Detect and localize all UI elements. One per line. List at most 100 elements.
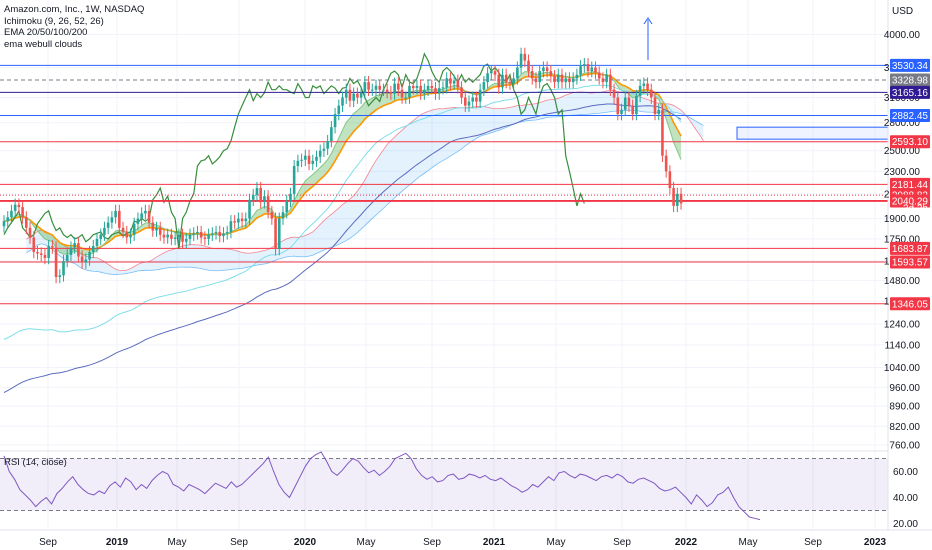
indicator-ichimoku[interactable]: Ichimoku (9, 26, 52, 26): [4, 15, 104, 27]
candle-body: [177, 234, 181, 238]
time-tick-label: Sep: [230, 537, 248, 548]
price-tick-label: 1040.00: [884, 363, 921, 374]
indicator-ema-clouds[interactable]: ema webull clouds: [4, 38, 83, 50]
candle-body: [434, 88, 437, 94]
candle: [679, 187, 683, 210]
candle: [419, 79, 422, 100]
candle-body: [285, 200, 289, 213]
candle: [17, 198, 21, 214]
candle-body: [54, 247, 58, 278]
candle-body: [121, 227, 125, 232]
candle: [631, 99, 634, 121]
candle-body: [225, 231, 229, 234]
candle: [222, 227, 225, 243]
candle-body: [106, 222, 110, 228]
candle: [445, 72, 448, 94]
candle: [270, 206, 274, 225]
candle-body: [657, 109, 661, 115]
candle-body: [88, 251, 91, 260]
candle: [668, 165, 672, 195]
candle: [397, 77, 400, 96]
price-level-tag: [890, 241, 930, 255]
candle: [151, 216, 155, 237]
price-level-tag: [890, 297, 930, 311]
candle: [426, 79, 430, 96]
candle: [166, 228, 169, 244]
price-level-tag-label: 3328.98: [892, 75, 929, 86]
candle: [516, 61, 519, 85]
grid: [0, 0, 888, 530]
candle: [225, 225, 229, 240]
candle: [337, 99, 341, 121]
candle-body: [556, 74, 560, 83]
candle-body: [114, 210, 117, 218]
candle: [84, 253, 88, 269]
rsi-legend[interactable]: RSI (14, close): [4, 457, 67, 468]
candle-body: [32, 237, 36, 252]
candle: [218, 225, 222, 243]
candle: [534, 72, 538, 89]
candle-body: [493, 71, 497, 75]
time-tick-label: Sep: [613, 537, 631, 548]
candle: [307, 149, 311, 171]
price-level-tag-label: 1593.57: [892, 258, 929, 269]
candle: [129, 228, 132, 244]
price-tick-label: 1240.00: [884, 320, 921, 331]
candle: [676, 187, 679, 213]
candle-body: [612, 89, 616, 98]
candle: [318, 144, 322, 163]
candle-body: [155, 227, 158, 231]
candle-body: [181, 234, 184, 242]
candle-body: [664, 155, 668, 172]
candle: [411, 79, 415, 95]
ichimoku-lagging-line: [3, 52, 585, 250]
ema-20-line: [3, 71, 682, 256]
price-tick-label: 890.00: [889, 402, 920, 413]
rsi-band: [0, 458, 888, 511]
candle: [54, 241, 58, 284]
candle-body: [199, 231, 203, 238]
candle: [32, 231, 36, 259]
candle-body: [6, 217, 10, 222]
price-level-tag: [890, 85, 930, 99]
candle: [612, 83, 616, 104]
rsi-line: [3, 451, 761, 521]
ichimoku-cloud: [26, 90, 704, 275]
candle: [583, 57, 586, 73]
candle: [523, 47, 527, 67]
candle: [672, 181, 675, 213]
candle-body: [646, 83, 649, 90]
candle: [471, 91, 475, 108]
candle: [248, 193, 251, 225]
candle-body: [99, 234, 103, 239]
price-level-tag-label: 2040.29: [892, 196, 929, 207]
ichimoku-span-b: [26, 109, 704, 275]
time-tick-label: 2022: [675, 537, 698, 548]
candle: [393, 77, 396, 100]
time-tick-label: 2020: [294, 537, 317, 548]
projection-arrow-head: [643, 17, 653, 25]
candle: [348, 83, 352, 108]
candle-body: [404, 97, 408, 99]
candle-body: [158, 227, 162, 235]
price-tick-label: 2500.00: [884, 146, 921, 157]
indicator-ema[interactable]: EMA 20/50/100/200: [4, 27, 88, 39]
candle-body: [300, 159, 303, 161]
candle: [51, 239, 54, 254]
candle: [475, 91, 478, 108]
candle-body: [456, 80, 460, 88]
candle-body: [218, 231, 222, 237]
candle: [382, 83, 385, 96]
candle: [456, 74, 460, 94]
candle-body: [110, 217, 114, 223]
price-level-tag-label: 2593.10: [892, 137, 929, 148]
candle: [277, 212, 281, 256]
candle: [326, 134, 329, 156]
candle: [173, 231, 177, 246]
candle-body: [579, 66, 582, 75]
candle: [400, 83, 404, 104]
candle: [322, 142, 326, 157]
candle: [196, 225, 199, 240]
price-tick-label: 1750.00: [884, 234, 921, 245]
